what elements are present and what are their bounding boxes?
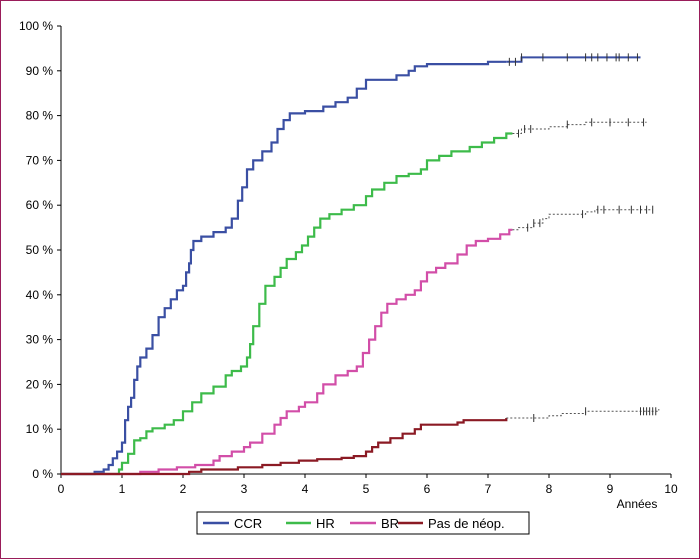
series-line-hr [61,132,513,476]
y-tick-label: 20 % [26,377,54,391]
legend-label: CCR [234,516,262,531]
y-tick-label: 0 % [32,467,53,481]
series-line-br [61,228,513,476]
x-axis-label: Années [617,497,658,511]
y-tick-label: 90 % [26,64,54,78]
x-tick-label: 4 [302,482,309,496]
series-censored-line-pas-de-n-op [506,409,660,419]
x-tick-label: 2 [180,482,187,496]
x-tick-label: 7 [485,482,492,496]
axes: 0 % 10 % 20 % 30 % 40 % 50 % 60 % 70 % 80 % 90 % 1… [19,19,678,496]
y-tick-label: 10 % [26,422,54,436]
y-tick-label: 80 % [26,109,54,123]
x-tick-label: 9 [607,482,614,496]
y-tick-label: 100 % [19,19,53,33]
legend-label: HR [316,516,335,531]
y-tick-label: 40 % [26,288,54,302]
x-tick-label: 6 [424,482,431,496]
x-tick-label: 3 [241,482,248,496]
y-tick-label: 30 % [26,333,54,347]
x-tick-label: 8 [546,482,553,496]
series-group [61,53,660,476]
y-tick-label: 50 % [26,243,54,257]
x-tick-label: 10 [664,482,678,496]
series-line-ccr [61,60,507,476]
series-censored-line-ccr [506,56,641,63]
legend-label: BR [381,516,399,531]
series-line-pas-de-n-op [61,418,508,476]
x-tick-label: 1 [119,482,126,496]
x-tick-label: 0 [58,482,65,496]
y-tick-label: 70 % [26,153,54,167]
x-tick-label: 5 [363,482,370,496]
y-tick-label: 60 % [26,198,54,212]
legend-label: Pas de néop. [428,516,505,531]
series-censored-line-hr [512,121,647,134]
series-censored-line-br [512,209,653,231]
legend: CCR HR BR Pas de néop. [196,511,530,535]
